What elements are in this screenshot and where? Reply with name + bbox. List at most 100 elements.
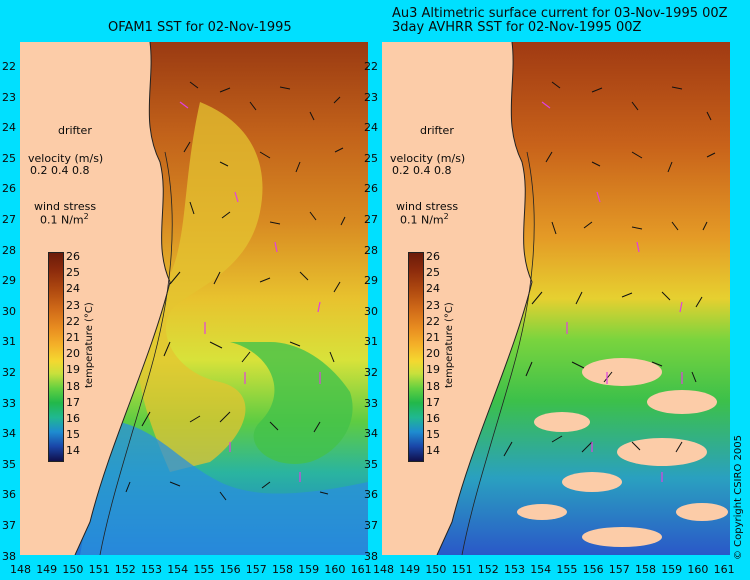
colorbar-axis-label-right: temperature (°C): [444, 302, 455, 388]
colorbar-tick: 26: [66, 250, 80, 263]
latitude-label: 24: [364, 121, 378, 135]
colorbar-tick: 23: [66, 298, 80, 312]
latitude-label: 32: [2, 366, 16, 379]
longitude-label: 156: [582, 563, 604, 576]
longitude-label: 158: [272, 563, 293, 576]
longitude-label: 155: [556, 563, 578, 576]
longitude-label: 159: [661, 563, 683, 576]
latitude-label: 25: [364, 151, 378, 165]
colorbar-tick: 20: [426, 347, 440, 361]
latitude-label: 38: [364, 549, 378, 563]
longitude-label: 148: [373, 563, 394, 576]
latitude-label: 35: [2, 457, 16, 471]
colorbar-tick: 25: [66, 266, 80, 280]
drifter-label: drifter: [58, 124, 92, 137]
latitude-label: 30: [364, 304, 378, 318]
right-map-title-line2: 3day AVHRR SST for 02-Nov-1995 00Z: [392, 20, 642, 35]
longitude-label: 152: [114, 563, 136, 576]
latitude-label: 23: [364, 90, 378, 104]
longitude-label: 151: [451, 563, 473, 576]
colorbar-tick: 17: [426, 395, 440, 409]
temperature-colorbar-left: [48, 252, 64, 462]
colorbar-tick: 23: [426, 298, 440, 312]
longitude-label: 150: [62, 563, 84, 576]
colorbar-tick: 26: [426, 250, 440, 263]
colorbar-tick: 18: [66, 379, 80, 393]
velocity-scale: 0.2 0.4 0.8: [30, 164, 90, 177]
colorbar-axis-label-left: temperature (°C): [84, 302, 95, 388]
colorbar-tick: 21: [426, 331, 440, 344]
colorbar-tick: 22: [66, 314, 80, 328]
colorbar-tick: 14: [426, 444, 440, 458]
latitude-label: 31: [2, 335, 16, 349]
velocity-scale-right: 0.2 0.4 0.8: [392, 164, 452, 177]
longitude-label: 149: [399, 563, 421, 576]
velocity-label-right: velocity (m/s): [390, 152, 466, 165]
latitude-label: 33: [2, 396, 16, 410]
latitude-label: 29: [2, 274, 16, 288]
longitude-label: 155: [193, 563, 215, 576]
colorbar-tick: 14: [66, 444, 80, 458]
colorbar-tick: 22: [426, 314, 440, 328]
longitude-label: 160: [687, 563, 709, 576]
longitude-label: 156: [219, 563, 241, 576]
latitude-label: 28: [2, 243, 16, 257]
colorbar-tick: 19: [66, 363, 80, 377]
colorbar-tick: 18: [426, 379, 440, 393]
colorbar-tick: 24: [426, 282, 440, 296]
longitude-label: 153: [504, 563, 525, 576]
latitude-label: 36: [2, 488, 16, 502]
longitude-label: 153: [141, 563, 162, 576]
colorbar-tick: 19: [426, 363, 440, 377]
longitude-label: 152: [477, 563, 499, 576]
latitude-label: 33: [364, 396, 378, 410]
latitude-label: 30: [2, 304, 16, 318]
latitude-label: 36: [364, 488, 378, 502]
latitude-label: 35: [364, 457, 378, 471]
longitude-label: 154: [167, 563, 189, 576]
latitude-label: 31: [364, 335, 378, 349]
colorbar-tick: 24: [66, 282, 80, 296]
latitude-label: 37: [2, 519, 16, 532]
latitude-label: 29: [364, 274, 378, 288]
longitude-label: 148: [10, 563, 31, 576]
wind-stress-label-right: wind stress: [396, 200, 459, 213]
left-map-title: OFAM1 SST for 02-Nov-1995: [108, 20, 292, 35]
latitude-label: 24: [2, 121, 16, 135]
longitude-label: 150: [425, 563, 447, 576]
wind-stress-scale-right: 0.1 N/m2: [400, 212, 449, 227]
latitude-label: 23: [2, 90, 16, 104]
latitude-label: 22: [2, 60, 16, 73]
longitude-label: 154: [530, 563, 552, 576]
longitude-label: 151: [88, 563, 110, 576]
longitude-label: 161: [350, 563, 372, 576]
drifter-label-right: drifter: [420, 124, 454, 137]
right-map-title-line1: Au3 Altimetric surface current for 03-No…: [392, 6, 728, 21]
longitude-label: 158: [635, 563, 656, 576]
latitude-label: 38: [2, 549, 16, 563]
colorbar-tick: 15: [66, 428, 80, 442]
longitude-label: 149: [36, 563, 58, 576]
latitude-label: 26: [2, 182, 16, 196]
colorbar-tick: 20: [66, 347, 80, 361]
colorbar-tick: 17: [66, 395, 80, 409]
colorbar-tick: 16: [426, 412, 440, 425]
latitude-label: 27: [2, 213, 16, 226]
latitude-label: 26: [364, 182, 378, 196]
colorbar-tick: 21: [66, 331, 80, 344]
colorbar-tick: 25: [426, 266, 440, 280]
colorbar-tick: 15: [426, 428, 440, 442]
latitude-label: 37: [364, 519, 378, 532]
latitude-label: 22: [364, 60, 378, 73]
temperature-colorbar-right: [408, 252, 424, 462]
copyright-notice: © Copyright CSIRO 2005: [733, 435, 744, 560]
model-sst-map: [20, 42, 368, 555]
longitude-label: 161: [713, 563, 735, 576]
longitude-label: 157: [608, 563, 630, 576]
velocity-label: velocity (m/s): [28, 152, 104, 165]
longitude-label: 160: [324, 563, 346, 576]
latitude-label: 27: [364, 213, 378, 226]
colorbar-tick: 16: [66, 412, 80, 425]
longitude-label: 157: [245, 563, 267, 576]
latitude-label: 34: [364, 427, 378, 441]
